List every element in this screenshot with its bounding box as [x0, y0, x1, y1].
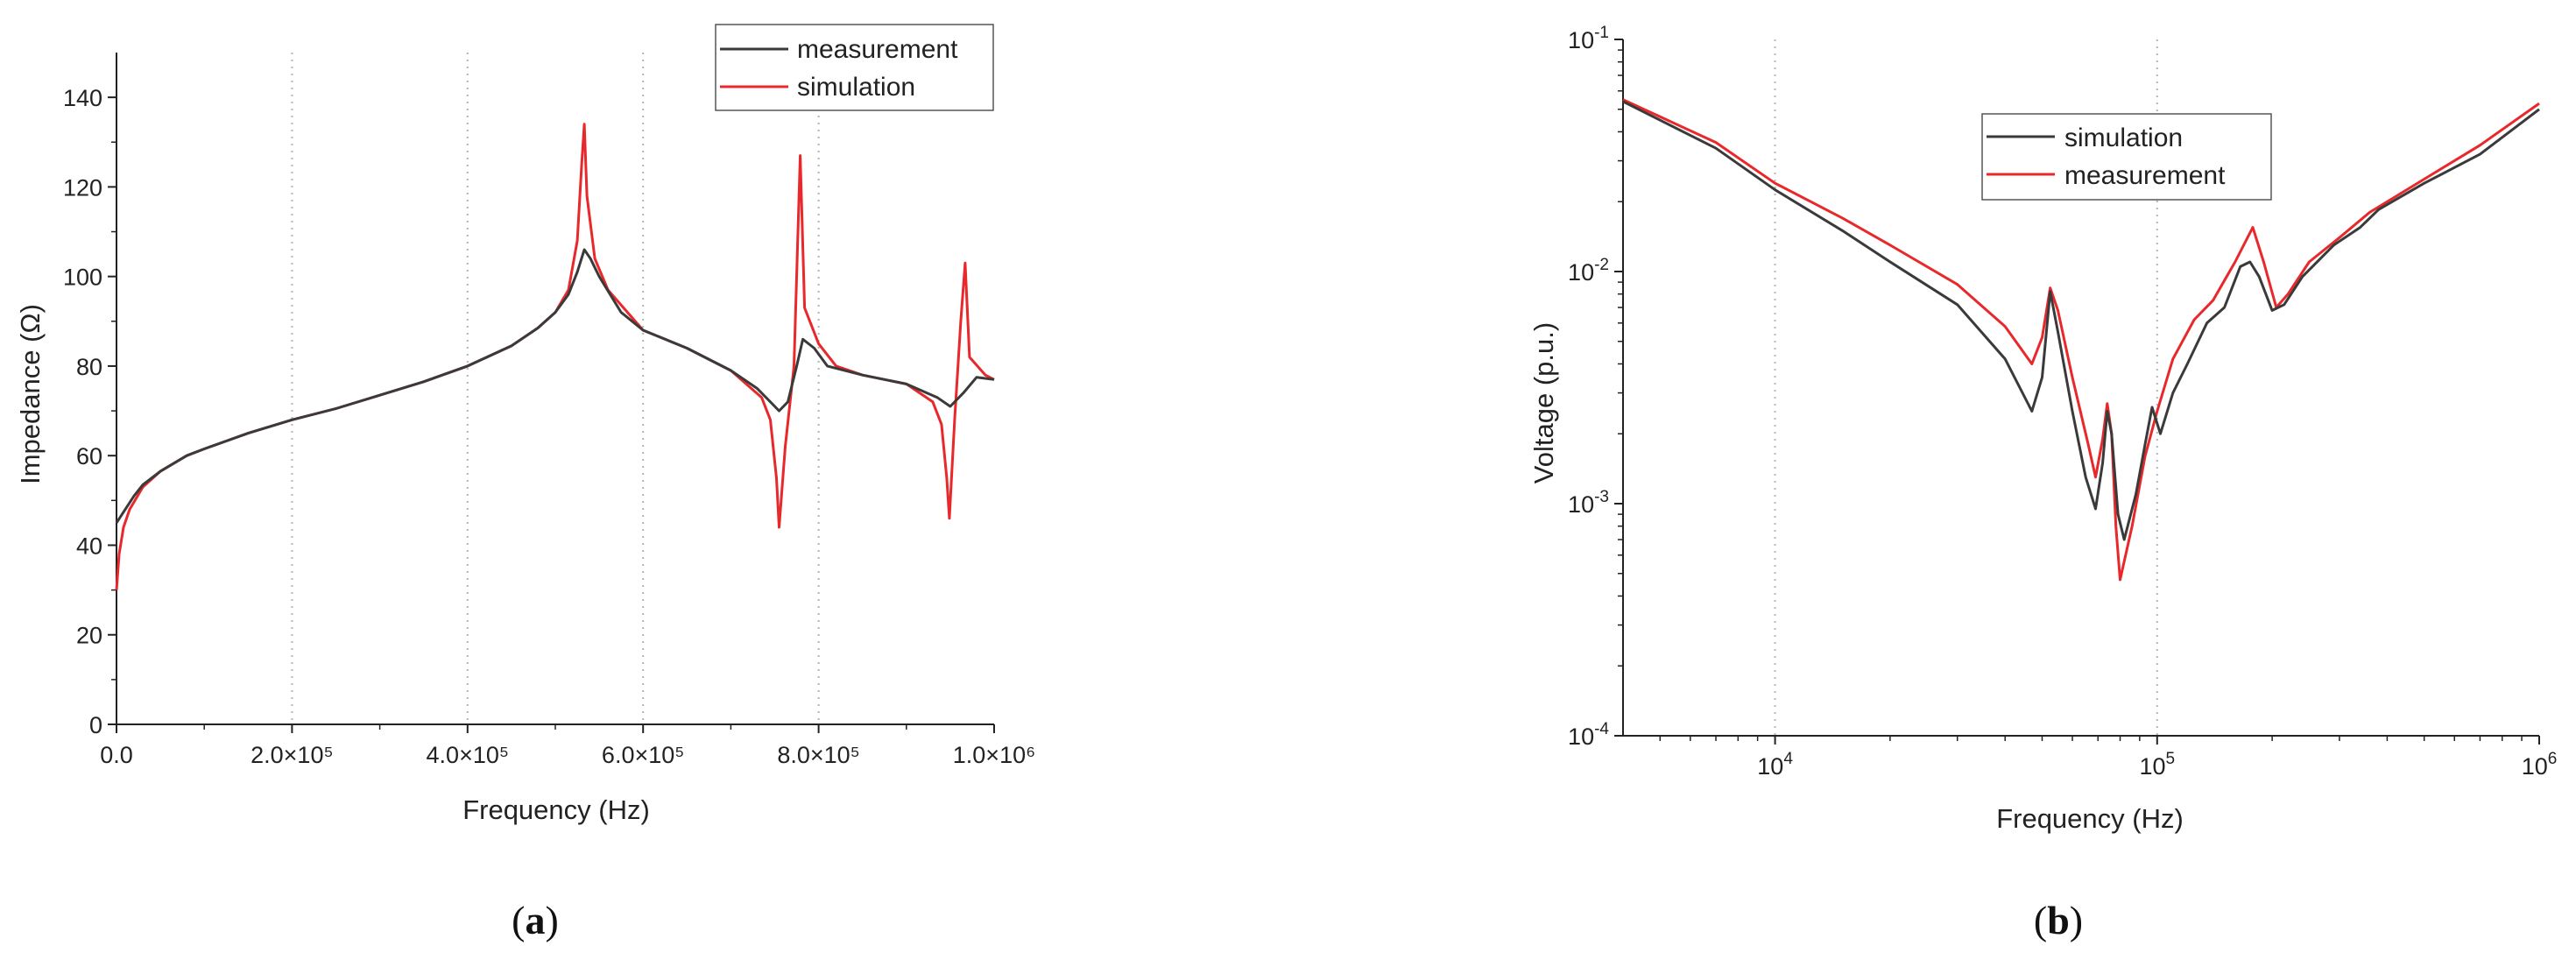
- panel-b-legend: simulation measurement: [1981, 113, 2272, 201]
- panel-b-series: [1622, 98, 2540, 582]
- panel-a-chart: 0.0 2.0×10⁵ 4.0×10⁵ 6.0×10⁵ 8.0×10⁵ 1.0×10⁶ 0…: [15, 24, 1035, 825]
- a-y-tick-label-4: 80: [76, 354, 102, 380]
- panel-a-caption: (a): [512, 898, 559, 942]
- panel-a-legend-label-simulation: simulation: [797, 73, 915, 102]
- panel-b-x-axis-label: Frequency (Hz): [1996, 803, 2184, 834]
- panel-a-grid: [291, 53, 820, 724]
- a-x-tick-label-3: 6.0×10⁵: [602, 742, 685, 768]
- a-series-line-measurement: [115, 248, 995, 524]
- b-y-tick-label-1: 10-3: [1568, 488, 1609, 518]
- b-y-tick-label-3: 10-1: [1568, 24, 1609, 53]
- panel-a-y-ticks: 0 20 40 60 80 100 120 140: [63, 85, 116, 738]
- panel-a-series: [115, 123, 995, 590]
- panel-a-x-axis-label: Frequency (Hz): [462, 794, 650, 825]
- a-y-tick-label-3: 60: [76, 443, 102, 469]
- panel-a-axes: [116, 53, 994, 725]
- b-series-line-measurement: [1622, 98, 2540, 582]
- a-x-tick-label-0: 0.0: [100, 742, 133, 768]
- panel-a-x-ticks: 0.0 2.0×10⁵ 4.0×10⁵ 6.0×10⁵ 8.0×10⁵ 1.0×10⁶: [100, 724, 1035, 768]
- panel-b-chart: 104 105 106 10-4 10-3 10-2 10-1 Frequency (Hz…: [1528, 24, 2557, 834]
- panel-a-legend-box: [715, 24, 994, 111]
- a-x-tick-label-1: 2.0×10⁵: [251, 742, 334, 768]
- a-y-tick-label-1: 20: [76, 623, 102, 649]
- a-y-tick-label-7: 140: [63, 85, 102, 111]
- b-y-tick-label-2: 10-2: [1568, 256, 1609, 286]
- b-y-tick-label-0: 10-4: [1568, 720, 1609, 750]
- b-x-tick-label-0: 104: [1757, 750, 1793, 780]
- panel-b-y-ticks: 10-4 10-3 10-2 10-1: [1568, 24, 1623, 750]
- b-x-tick-label-2: 106: [2522, 750, 2558, 780]
- a-x-tick-label-4: 8.0×10⁵: [777, 742, 860, 768]
- a-series-line-simulation: [115, 123, 995, 590]
- panel-b-caption: (b): [2034, 898, 2083, 942]
- a-y-tick-label-2: 40: [76, 533, 102, 559]
- panel-b-legend-label-simulation: simulation: [2064, 124, 2183, 152]
- panel-a-legend: measurement simulation: [715, 24, 994, 111]
- b-series-line-simulation: [1622, 100, 2540, 541]
- panel-a-caption-letter: a: [526, 898, 546, 942]
- a-y-tick-label-5: 100: [63, 265, 102, 291]
- a-x-tick-label-2: 4.0×10⁵: [427, 742, 510, 768]
- b-x-tick-label-1: 105: [2139, 750, 2175, 780]
- panel-b-legend-box: [1981, 113, 2272, 201]
- panel-b-legend-label-measurement: measurement: [2064, 161, 2226, 190]
- panel-a-legend-label-measurement: measurement: [797, 35, 958, 64]
- panel-b-y-axis-label: Voltage (p.u.): [1528, 322, 1559, 483]
- panel-b-caption-letter: b: [2047, 898, 2070, 942]
- a-y-tick-label-6: 120: [63, 174, 102, 201]
- a-x-tick-label-5: 1.0×10⁶: [953, 742, 1035, 768]
- panel-b-x-ticks: 104 105 106: [1659, 736, 2558, 780]
- a-y-tick-label-0: 0: [89, 712, 102, 738]
- panel-a-y-axis-label: Impedance (Ω): [15, 304, 46, 484]
